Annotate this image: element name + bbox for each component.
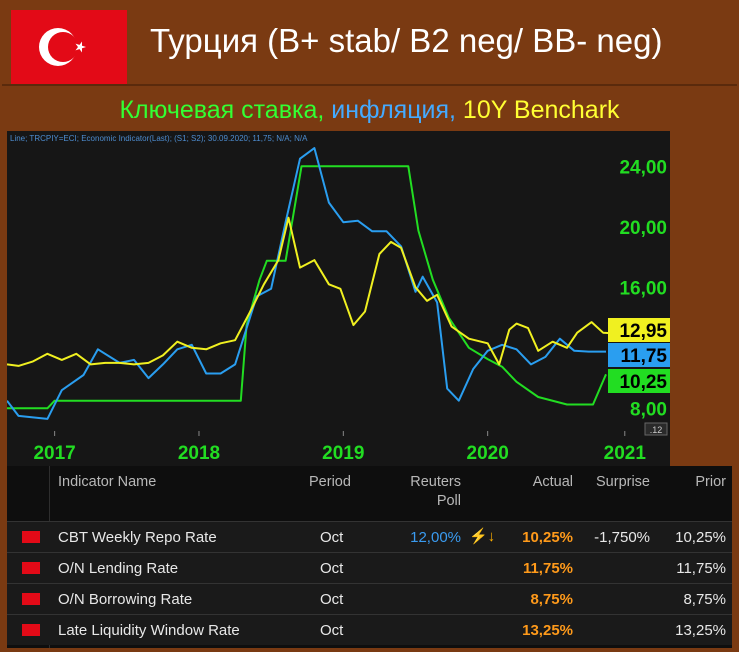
col-reuters-poll-line1: Reuters [410, 474, 461, 490]
indicator-name: O/N Lending Rate [58, 560, 179, 577]
col-reuters-poll-line2: Poll [436, 493, 461, 509]
period: Oct [320, 560, 344, 577]
chart-header-text: Line; TRCPIY=ECI; Economic Indicator(Las… [10, 134, 308, 143]
col-prior: Prior [695, 474, 726, 490]
prior: 8,75% [683, 591, 726, 608]
period: Oct [320, 591, 344, 608]
period: Oct [320, 622, 344, 639]
col-reuters-poll: Reuters Poll [405, 473, 461, 511]
line-chart: Line; TRCPIY=ECI; Economic Indicator(Las… [6, 134, 670, 464]
lightning-down-arrow-icon: ⚡↓ [469, 528, 496, 545]
indicator-name: Late Liquidity Window Rate [58, 622, 240, 639]
col-surprise: Surprise [596, 474, 650, 490]
scale-badge [644, 422, 668, 436]
x-tick-label: 2021 [604, 443, 647, 464]
col-actual: Actual [532, 474, 573, 490]
x-tick-label: 2020 [467, 443, 509, 464]
subtitle-part-key-rate: Ключевая ставка, [119, 96, 332, 124]
series-line-bond_10y [6, 216, 615, 367]
y-tick-label: 16,00 [619, 278, 667, 299]
last-value-box-bond_10y [608, 318, 670, 342]
x-tick-label: 2019 [322, 443, 364, 464]
period: Oct [320, 529, 344, 546]
scale-badge-label: .12 [650, 425, 663, 435]
x-tick-label: 2017 [33, 443, 75, 464]
y-tick-label: 24,00 [619, 157, 667, 178]
indicator-table: Indicator Name Period Reuters Poll Actua… [7, 466, 732, 648]
last-value-label-bond_10y: 12,95 [619, 321, 667, 342]
turkey-flag-icon [22, 531, 40, 543]
chart-panel: Line; TRCPIY=ECI; Economic Indicator(Las… [6, 131, 670, 466]
turkey-flag-icon [22, 624, 40, 636]
subtitle-part-inflation: инфляция, [331, 96, 463, 124]
surprise: -1,750% [594, 529, 650, 546]
actual: 8,75% [530, 591, 573, 608]
prior: 11,75% [676, 560, 726, 577]
table-row[interactable]: O/N Borrowing Rate Oct 8,75% 8,75% [7, 583, 732, 614]
table-row[interactable]: O/N Lending Rate Oct 11,75% 11,75% [7, 552, 732, 583]
last-value-label-key_rate: 10,25 [619, 372, 667, 393]
x-tick-label: 2018 [178, 443, 220, 464]
table-row[interactable]: CBT Weekly Repo Rate Oct 12,00% ⚡↓ 10,25… [7, 521, 732, 552]
indicator-name: O/N Borrowing Rate [58, 591, 193, 608]
last-value-box-key_rate [608, 369, 670, 393]
col-indicator-name: Indicator Name [58, 474, 157, 490]
turkey-flag-icon [11, 10, 127, 84]
prior: 13,25% [675, 622, 726, 639]
indicator-name: CBT Weekly Repo Rate [58, 529, 217, 546]
subtitle-part-benchmark: 10Y Benchark [462, 96, 620, 124]
series-line-inflation [6, 147, 606, 420]
prior: 10,25% [675, 529, 726, 546]
actual: 11,75% [522, 560, 573, 577]
table-row[interactable]: Late Liquidity Window Rate Oct 13,25% 13… [7, 614, 732, 645]
series-line-key_rate [7, 165, 607, 410]
title-banner: Турция (B+ stab/ B2 neg/ BB- neg) [2, 2, 737, 86]
last-value-label-inflation: 11,75 [621, 346, 668, 367]
y-tick-label: 20,00 [619, 218, 667, 239]
col-period: Period [309, 474, 351, 490]
actual: 13,25% [522, 622, 573, 639]
actual: 10,25% [522, 529, 573, 546]
last-value-box-inflation [608, 343, 670, 367]
page-title: Турция (B+ stab/ B2 neg/ BB- neg) [150, 22, 663, 59]
chart-subtitle: Ключевая ставка, инфляция, 10Y Benchark [0, 96, 739, 125]
turkey-flag-icon [22, 593, 40, 605]
reuters-poll: 12,00% [410, 529, 461, 546]
turkey-flag-icon [22, 562, 40, 574]
y-tick-label: 8,00 [630, 399, 667, 420]
